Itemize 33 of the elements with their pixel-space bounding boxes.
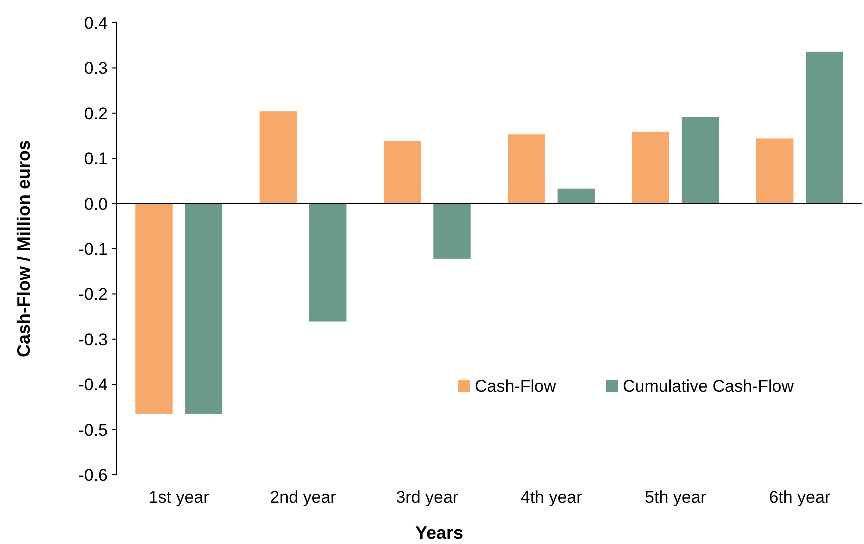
bar [260, 112, 298, 204]
y-tick-label: 0.3 [84, 59, 108, 78]
y-tick-label: -0.2 [78, 285, 108, 304]
y-tick-label: 0.0 [84, 194, 108, 214]
x-tick-label: 4th year [520, 488, 583, 507]
bar [508, 134, 546, 204]
bar [682, 117, 720, 204]
y-tick-label: 0.4 [84, 14, 108, 33]
y-tick-label: -0.3 [78, 330, 108, 350]
bar [558, 188, 596, 204]
y-axis-title: Cash-Flow / Million euros [14, 140, 34, 358]
y-tick-label: 0.1 [84, 150, 108, 169]
bar [384, 140, 422, 204]
y-tick-label: -0.5 [78, 420, 108, 440]
x-tick-label: 1st year [148, 488, 210, 507]
bar [632, 132, 670, 204]
x-tick-label: 3rd year [396, 488, 459, 507]
legend-label: Cumulative Cash-Flow [623, 376, 795, 396]
bar [806, 52, 844, 204]
x-axis-title: Years [415, 523, 464, 543]
bar [136, 204, 173, 414]
x-tick-label: 2nd year [270, 488, 337, 507]
y-tick-label: 0.2 [84, 104, 108, 124]
bar [309, 204, 347, 322]
legend-label: Cash-Flow [475, 376, 557, 396]
bar [434, 204, 471, 259]
x-tick-label: 5th year [645, 488, 707, 507]
y-tick-label: -0.4 [78, 376, 108, 395]
x-tick-label: 6th year [769, 488, 831, 507]
y-tick-label: -0.6 [78, 466, 108, 485]
bar [756, 138, 794, 204]
y-tick-label: -0.1 [78, 240, 108, 259]
bar [185, 204, 223, 414]
